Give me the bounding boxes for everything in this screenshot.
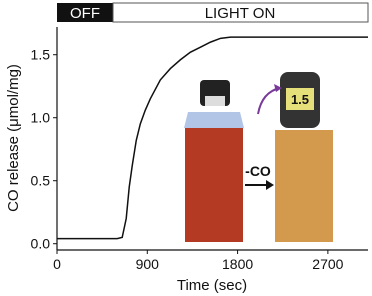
line [57,36,368,240]
annotation: -CO [245,163,271,179]
x-tick-label: 900 [136,256,160,272]
phase-on-box [112,2,369,23]
phase-off-box [57,3,113,22]
x-tick-label: 1800 [222,256,253,272]
y-tick-label: 0.5 [31,173,51,189]
x-tick-label: 2700 [312,256,343,272]
detector-screen [286,88,314,110]
red-film [185,128,243,242]
brown-film [275,130,333,242]
light-glow [184,112,244,128]
detector-reading: 1.5 [291,92,309,107]
flashlight-lens [205,96,225,106]
y-axis-label: CO release (μmol/mg) [5,64,22,212]
purple-arrow [257,87,281,115]
y-tick-label: 1.5 [31,47,51,63]
phase-label: LIGHT ON [205,5,276,22]
phase-label: OFF [70,5,100,22]
y-tick-label: 0.0 [31,236,51,252]
arrow-head [266,180,274,190]
purple-arrow-head [274,84,282,92]
x-tick-label: 0 [53,256,61,272]
x-axis-label: Time (sec) [177,277,247,294]
y-tick-label: 1.0 [31,110,51,126]
